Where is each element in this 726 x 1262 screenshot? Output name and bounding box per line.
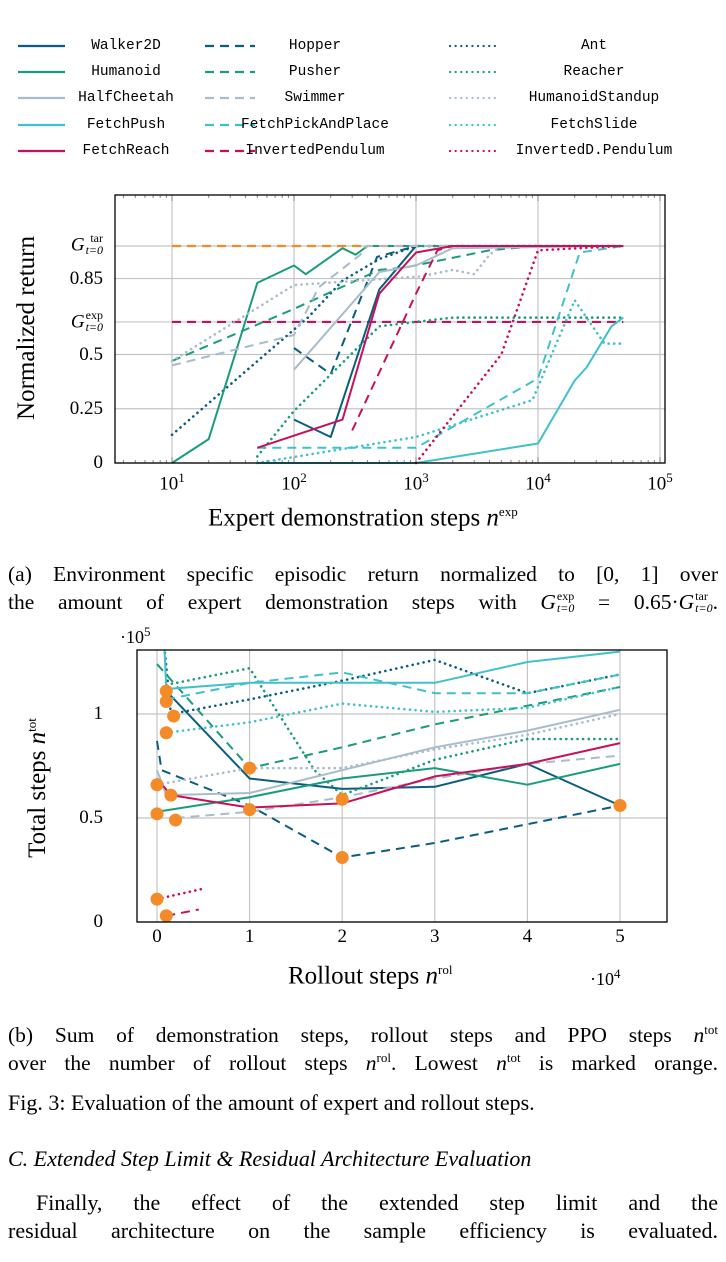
chart-b-frame — [136, 649, 668, 923]
caption-a-line2: the amount of expert demonstration steps… — [8, 589, 718, 616]
minimum-marker — [159, 695, 173, 709]
chart-b-xtick: 5 — [615, 926, 625, 947]
minimum-marker — [335, 851, 349, 865]
series-a-fetchpush — [257, 316, 624, 464]
minimum-marker — [150, 778, 164, 792]
chart-a-ytick: 0.5 — [79, 343, 103, 365]
minimum-marker — [243, 803, 257, 817]
chart-a-xlabel-text: Expert demonstration steps — [208, 504, 481, 532]
chart-a-xtick: 102 — [281, 470, 307, 495]
minimum-marker — [613, 799, 627, 813]
chart-a-xtick: 103 — [403, 470, 429, 495]
paragraph-line-2: residual architecture on the sample effi… — [8, 1218, 718, 1243]
legend-label-fetchpickandplace: FetchPickAndPlace — [241, 117, 389, 133]
chart-a-ytick: 0.85 — [69, 267, 103, 289]
minimum-marker — [167, 709, 181, 723]
legend-label-invertedpendulum: InvertedPendulum — [245, 143, 385, 159]
series-b-ant — [163, 650, 622, 716]
legend-label-hopper: Hopper — [288, 38, 342, 54]
series-a-hopper — [293, 245, 624, 375]
series-b-halfcheetah — [156, 708, 621, 797]
series-b-fetchslide — [165, 685, 622, 735]
series-b-invertedd-pendulum — [155, 887, 205, 901]
series-a-invertedd-pendulum — [414, 244, 625, 465]
chart-b-xtick: 1 — [244, 926, 255, 947]
chart-b-x-multiplier: ·104 — [590, 966, 621, 989]
chart-a-xlabel: Expert demonstration steps nexp — [208, 504, 518, 532]
chart-b-ytick: 0 — [93, 911, 104, 932]
minimum-marker — [150, 807, 164, 821]
series-b-humanoid — [156, 762, 621, 813]
legend-label-ant: Ant — [580, 38, 608, 54]
series-b-swimmer — [175, 754, 621, 819]
chart-b-ytick: 0.5 — [79, 807, 103, 828]
chart-b-xtick: 0 — [152, 926, 162, 947]
chart-a-frame — [114, 194, 666, 464]
chart-b-xlabel: Rollout steps nrol — [288, 962, 453, 990]
series-a-fetchreach — [256, 245, 624, 449]
chart-a-ylabel: Normalized return — [13, 236, 40, 420]
chart-a-xlabel-var: n — [486, 504, 499, 532]
chart-b-xtick: 2 — [337, 926, 347, 947]
chart-b-ylabel: Total steps ntot — [23, 718, 52, 858]
chart-b-series — [150, 650, 627, 922]
minimum-marker — [150, 892, 164, 906]
legend — [18, 44, 499, 153]
legend-label-humanoidstandup: HumanoidStandup — [528, 90, 660, 106]
legend-label-humanoid: Humanoid — [91, 64, 161, 80]
minimum-marker — [159, 909, 173, 922]
series-b-pusher — [156, 663, 621, 770]
chart-a-xtick: 101 — [159, 470, 185, 495]
series-a-halfcheetah — [293, 245, 624, 371]
legend-label-fetchslide: FetchSlide — [550, 117, 638, 133]
chart-a-ytick: 0 — [93, 452, 104, 473]
chart-a-xtick: 104 — [525, 470, 551, 495]
series-a-swimmer — [171, 245, 624, 367]
series-a-fetchpickandplace — [257, 245, 624, 449]
legend-label-halfcheetah: HalfCheetah — [78, 90, 174, 106]
minimum-marker — [335, 792, 349, 806]
series-a-reacher — [255, 316, 625, 458]
series-b-reacher — [165, 666, 622, 797]
chart-b-xtick: 3 — [430, 926, 440, 947]
series-b-humanoidstandup — [155, 712, 622, 787]
chart-a-xtick: 105 — [647, 470, 673, 495]
legend-label-invertedd-pendulum: InvertedD.Pendulum — [515, 143, 673, 159]
caption-a-line1: (a) Environment specific episodic return… — [8, 562, 718, 586]
series-a-pusher — [171, 245, 624, 362]
chart-b-ytick: 1 — [93, 703, 104, 724]
legend-label-swimmer: Swimmer — [284, 90, 346, 106]
chart-a-return-vs-demo-steps — [114, 194, 666, 465]
minimum-marker — [164, 788, 178, 802]
minimum-marker — [159, 726, 173, 740]
chart-b-y-multiplier: ·105 — [120, 624, 151, 647]
legend-label-fetchreach: FetchReach — [82, 143, 170, 159]
legend-label-walker2d: Walker2D — [91, 38, 161, 54]
series-a-humanoidstandup — [170, 244, 625, 363]
minimum-marker — [169, 813, 183, 827]
minimum-marker — [159, 684, 173, 698]
legend-label-fetchpush: FetchPush — [86, 117, 166, 133]
series-a-fetchslide — [255, 298, 625, 465]
caption-b-line2: over the number of rollout steps nrol. L… — [8, 1050, 719, 1076]
chart-b-total-steps-vs-rollout — [136, 649, 668, 923]
legend-label-reacher: Reacher — [563, 64, 625, 80]
series-a-invertedpendulum — [351, 245, 624, 431]
caption-b-line1: (b) Sum of demonstration steps, rollout … — [8, 1022, 718, 1048]
minimum-marker — [243, 761, 257, 775]
paragraph-line-1: Finally, the effect of the extended step… — [36, 1190, 718, 1215]
chart-a-xlabel-sup: exp — [498, 504, 518, 519]
series-a-humanoid — [171, 245, 624, 464]
figure-caption: Fig. 3: Evaluation of the amount of expe… — [8, 1090, 535, 1115]
chart-b-xtick: 4 — [522, 926, 533, 947]
section-heading: C. Extended Step Limit & Residual Archit… — [8, 1146, 532, 1171]
legend-label-pusher: Pusher — [288, 64, 342, 80]
series-b-fetchpickandplace — [166, 671, 621, 701]
chart-a-ytick: 0.25 — [69, 397, 103, 419]
